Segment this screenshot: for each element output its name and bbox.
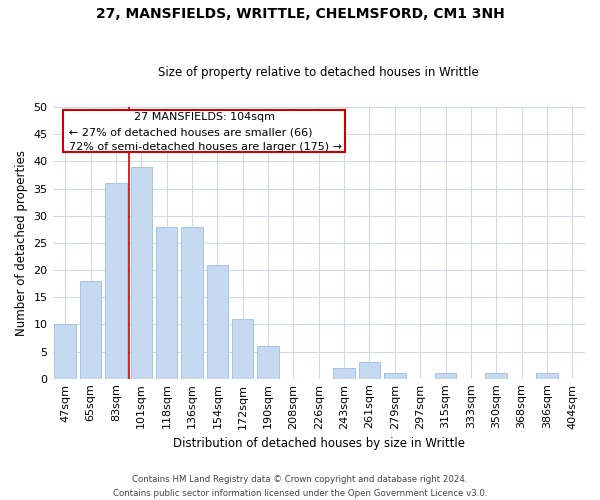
Bar	[359, 362, 380, 378]
Text: 27, MANSFIELDS, WRITTLE, CHELMSFORD, CM1 3NH: 27, MANSFIELDS, WRITTLE, CHELMSFORD, CM1…	[95, 8, 505, 22]
Bar	[384, 373, 406, 378]
Bar	[206, 264, 228, 378]
Bar	[105, 183, 127, 378]
Bar	[232, 319, 253, 378]
Bar	[485, 373, 507, 378]
Bar	[257, 346, 279, 378]
FancyBboxPatch shape	[63, 110, 346, 152]
Bar	[55, 324, 76, 378]
Bar	[80, 281, 101, 378]
Text: Contains HM Land Registry data © Crown copyright and database right 2024.
Contai: Contains HM Land Registry data © Crown c…	[113, 476, 487, 498]
Text: ← 27% of detached houses are smaller (66): ← 27% of detached houses are smaller (66…	[68, 128, 312, 138]
Bar	[334, 368, 355, 378]
Text: 27 MANSFIELDS: 104sqm: 27 MANSFIELDS: 104sqm	[134, 112, 275, 122]
Bar	[181, 226, 203, 378]
Bar	[156, 226, 178, 378]
X-axis label: Distribution of detached houses by size in Writtle: Distribution of detached houses by size …	[173, 437, 465, 450]
Title: Size of property relative to detached houses in Writtle: Size of property relative to detached ho…	[158, 66, 479, 80]
Y-axis label: Number of detached properties: Number of detached properties	[15, 150, 28, 336]
Bar	[536, 373, 558, 378]
Bar	[131, 167, 152, 378]
Text: 72% of semi-detached houses are larger (175) →: 72% of semi-detached houses are larger (…	[68, 142, 341, 152]
Bar	[435, 373, 457, 378]
